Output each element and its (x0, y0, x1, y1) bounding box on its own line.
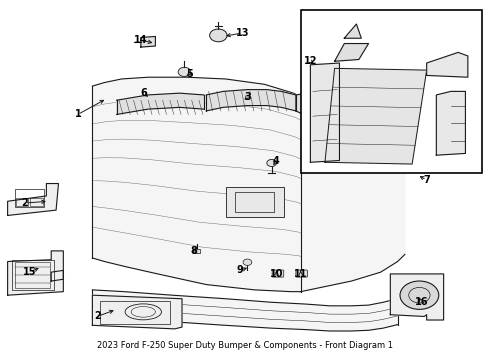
Text: 2023 Ford F-250 Super Duty Bumper & Components - Front Diagram 1: 2023 Ford F-250 Super Duty Bumper & Comp… (97, 341, 393, 350)
FancyBboxPatch shape (272, 270, 284, 277)
Polygon shape (301, 97, 405, 292)
Text: 12: 12 (304, 56, 317, 66)
Polygon shape (93, 290, 397, 331)
Text: 8: 8 (191, 246, 197, 256)
Polygon shape (344, 24, 361, 38)
Polygon shape (117, 93, 204, 114)
Polygon shape (310, 63, 340, 162)
Polygon shape (8, 251, 63, 295)
Polygon shape (391, 274, 443, 320)
Polygon shape (51, 270, 63, 281)
Text: 13: 13 (236, 28, 249, 38)
Polygon shape (296, 93, 310, 114)
Text: 5: 5 (186, 69, 193, 79)
Polygon shape (335, 44, 368, 61)
Polygon shape (427, 53, 468, 77)
Bar (99, 301, 170, 324)
Text: 2: 2 (21, 198, 28, 208)
Bar (15, 262, 50, 288)
Bar (235, 192, 274, 212)
Polygon shape (8, 184, 58, 215)
Text: 7: 7 (423, 175, 430, 185)
Text: 4: 4 (273, 156, 280, 166)
Bar (12, 260, 53, 290)
Text: 6: 6 (140, 88, 147, 98)
Bar (30, 198, 43, 206)
Bar (301, 10, 482, 173)
Bar (15, 189, 44, 207)
Circle shape (243, 259, 252, 265)
Polygon shape (93, 77, 301, 292)
Circle shape (178, 67, 191, 77)
Circle shape (400, 281, 439, 309)
Polygon shape (437, 91, 466, 155)
Circle shape (210, 29, 227, 42)
Text: 11: 11 (294, 269, 307, 279)
Text: 3: 3 (244, 92, 251, 102)
Text: 1: 1 (74, 109, 81, 120)
Text: 2: 2 (94, 311, 100, 321)
Bar (225, 187, 284, 217)
Polygon shape (206, 90, 296, 111)
Text: 14: 14 (134, 35, 147, 45)
Circle shape (267, 159, 276, 167)
Polygon shape (325, 68, 427, 164)
Polygon shape (93, 295, 182, 329)
Text: 16: 16 (415, 297, 429, 307)
Polygon shape (141, 36, 155, 47)
Text: 10: 10 (270, 269, 283, 279)
FancyBboxPatch shape (296, 270, 308, 277)
Bar (16, 198, 28, 206)
Polygon shape (405, 136, 417, 162)
Text: 15: 15 (23, 267, 36, 277)
Text: 9: 9 (237, 265, 244, 275)
Bar (193, 249, 200, 253)
